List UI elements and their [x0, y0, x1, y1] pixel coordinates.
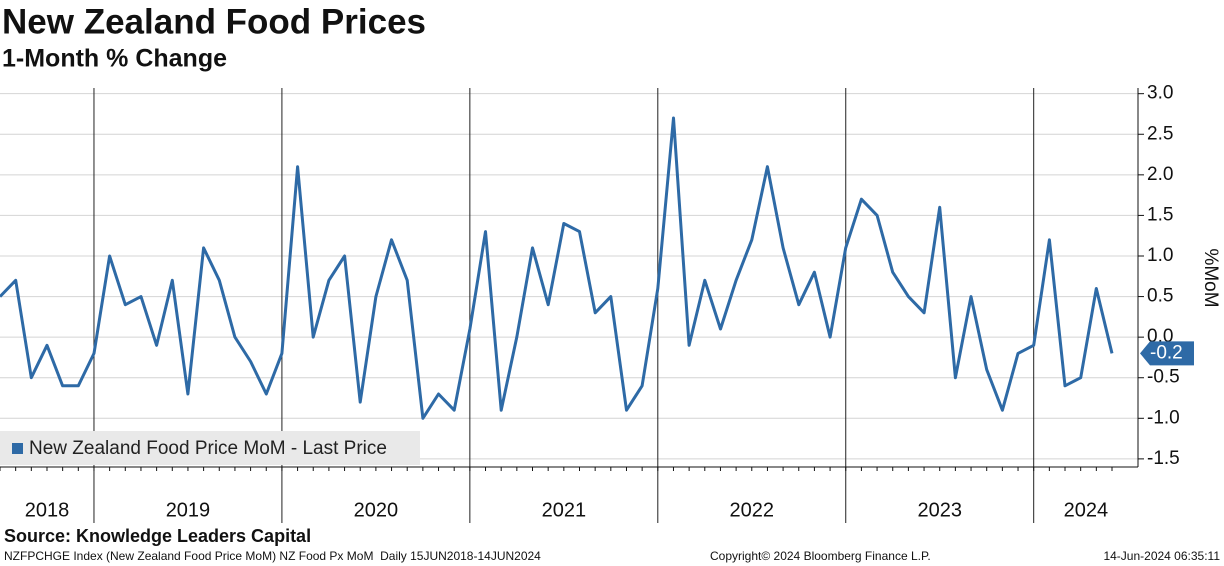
y-tick-label: 3.0 [1147, 83, 1173, 104]
y-tick-label: -1.0 [1147, 407, 1180, 428]
data-line [0, 116, 1114, 420]
x-tick-label: 2018 [25, 499, 70, 521]
y-tick-label: 1.5 [1147, 204, 1173, 225]
footer-center: Copyright© 2024 Bloomberg Finance L.P. [710, 549, 931, 563]
chart-title: New Zealand Food Prices [2, 2, 426, 41]
y-tick-label: -0.5 [1147, 367, 1180, 388]
source: Source: Knowledge Leaders Capital [4, 526, 311, 546]
y-axis-label: %MoM [1200, 248, 1221, 307]
y-tick-label: -1.5 [1147, 448, 1180, 469]
x-tick-label: 2024 [1064, 499, 1109, 521]
x-tick-label: 2023 [917, 499, 962, 521]
last-value-label: -0.2 [1150, 342, 1183, 363]
y-tick-label: 2.5 [1147, 123, 1173, 144]
x-tick-label: 2022 [730, 499, 775, 521]
chart-subtitle: 1-Month % Change [2, 45, 227, 73]
legend-box [0, 431, 420, 465]
footer-right: 14-Jun-2024 06:35:11 [1103, 549, 1220, 563]
footer-left: NZFPCHGE Index (New Zealand Food Price M… [4, 549, 541, 563]
x-tick-label: 2021 [542, 499, 587, 521]
y-tick-label: 1.0 [1147, 245, 1173, 266]
x-tick-label: 2019 [166, 499, 211, 521]
legend-swatch [12, 443, 23, 454]
last-value-tag [1140, 341, 1194, 366]
x-tick-label: 2020 [354, 499, 399, 521]
y-tick-label: 2.0 [1147, 164, 1173, 185]
legend-label: New Zealand Food Price MoM - Last Price [29, 438, 387, 459]
y-tick-label: 0.5 [1147, 286, 1173, 307]
